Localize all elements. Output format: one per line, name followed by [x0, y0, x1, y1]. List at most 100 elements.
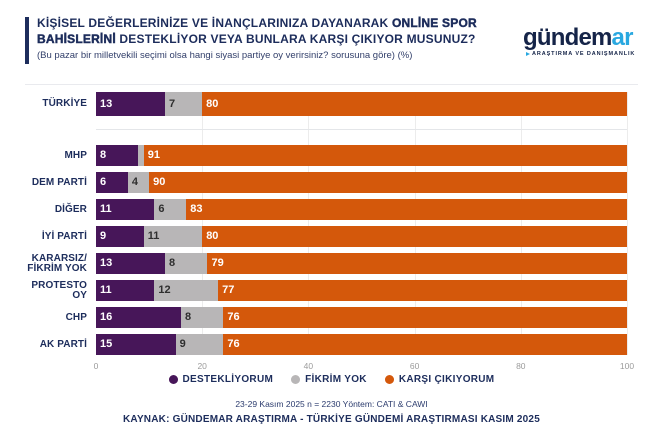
legend-dot-icon: [291, 375, 301, 384]
category-label: MHP: [64, 149, 87, 161]
gridline-60: [414, 92, 416, 355]
bar-track: 15 9 76: [96, 334, 627, 355]
legend-label: FİKRİM YOK: [305, 374, 367, 385]
bar-segment-kar-i-ikiyorum: 76: [223, 307, 627, 328]
value-label: 13: [100, 97, 113, 110]
value-label: 76: [227, 338, 240, 350]
value-label: 9: [100, 230, 107, 242]
legend-label: KARŞI ÇIKIYORUM: [398, 374, 495, 385]
value-label: 8: [100, 149, 107, 161]
bar-track: 16 8 76: [96, 307, 627, 328]
legend-label: DESTEKLİYORUM: [182, 374, 274, 385]
bar-segment-fi-kri-m-yok: 6: [154, 199, 187, 220]
bar-segment-fi-kri-m-yok: 9: [175, 334, 224, 355]
logo-text-main: gündem: [523, 24, 612, 51]
bar-track: 11 12 77: [96, 280, 627, 301]
bar-segment-kar-i-ikiyorum: 76: [223, 334, 627, 355]
chart-row: İYİ PARTİ 9 11 80: [25, 226, 627, 247]
bar-track: 13 8 79: [96, 253, 627, 274]
stacked-bar-chart: TÜRKİYE 13 7 80 MHP 8 91 DEM PARTİ 6 4 90 DİĞER 11 6 8…: [25, 92, 634, 374]
bar-track: 6 4 90: [96, 172, 627, 193]
bar-segment-fi-kri-m-yok: 8: [180, 307, 224, 328]
bar-segment-destekli-yorum: 9: [96, 226, 144, 247]
bar-segment-destekli-yorum: 11: [96, 199, 155, 220]
bar-segment-kar-i-ikiyorum: 77: [218, 280, 627, 301]
x-axis-tick-100: 100: [619, 361, 635, 371]
highlight-row-divider: [96, 129, 627, 130]
bar-segment-kar-i-ikiyorum: 80: [202, 226, 627, 247]
chart-row: DEM PARTİ 6 4 90: [25, 172, 627, 193]
logo-wordmark: gündemar: [523, 26, 641, 50]
bar-segment-kar-i-ikiyorum: 90: [149, 172, 627, 193]
value-label: 13: [100, 257, 113, 269]
title-text-normal-1: KİŞİSEL DEĞERLERİNİZE VE İNANÇLARINIZA D…: [37, 16, 389, 30]
legend-dot-icon: [384, 375, 394, 384]
value-label: 8: [169, 257, 176, 269]
value-label: 11: [100, 203, 112, 215]
value-label: 7: [169, 97, 176, 110]
gridline-40: [308, 92, 310, 355]
x-axis-tick-0: 0: [93, 361, 99, 371]
value-label: 91: [147, 149, 161, 161]
gridline-100: [627, 92, 628, 355]
value-label: 8: [184, 311, 192, 323]
bar-track: 13 7 80: [96, 92, 627, 116]
source-note: KAYNAK: GÜNDEMAR ARAŞTIRMA - TÜRKİYE GÜN…: [123, 414, 540, 425]
chart-legend: DESTEKLİYORUM FİKRİM YOK KARŞI ÇIKIYORUM: [0, 374, 663, 385]
value-label: 6: [100, 176, 107, 188]
category-label: İYİ PARTİ: [41, 230, 87, 242]
bar-segment-fi-kri-m-yok: 12: [154, 280, 219, 301]
bar-segment-destekli-yorum: 6: [96, 172, 128, 193]
x-axis-tick-60: 60: [409, 361, 420, 371]
chart-row: CHP 16 8 76: [25, 307, 627, 328]
gridlines: [96, 92, 628, 355]
bar-segment-destekli-yorum: 15: [96, 334, 176, 355]
value-label: 11: [100, 284, 112, 296]
methodology-note: 23-29 Kasım 2025 n = 2230 Yöntem: CATI &…: [235, 399, 428, 409]
category-label: DİĞER: [54, 203, 87, 215]
header: KİŞİSEL DEĞERLERİNİZE VE İNANÇLARINIZA D…: [37, 15, 519, 61]
bar-track: 8 91: [96, 145, 627, 166]
bar-segment-fi-kri-m-yok: 8: [165, 253, 208, 274]
bar-segment-kar-i-ikiyorum: 83: [186, 199, 627, 220]
chart-row: MHP 8 91: [25, 145, 627, 166]
chart-row: PROTESTO OY 11 12 77: [25, 280, 627, 301]
title-accent-bar: [25, 17, 29, 64]
bar-segment-fi-kri-m-yok: 7: [165, 92, 203, 116]
category-label: DEM PARTİ: [31, 176, 87, 188]
bar-track: 11 6 83: [96, 199, 627, 220]
x-axis-tick-40: 40: [303, 361, 314, 371]
value-label: 9: [179, 338, 186, 350]
chart-row: KARARSIZ/ FİKRİM YOK 13 8 79: [25, 253, 627, 274]
bar-segment-fi-kri-m-yok: 4: [127, 172, 150, 193]
chart-row: AK PARTİ 15 9 76: [25, 334, 627, 355]
bar-segment-destekli-yorum: 11: [96, 280, 155, 301]
title-text-bold: ONLİNE SPOR BAHİSLERİNİ: [37, 16, 477, 46]
chart-row: TÜRKİYE 13 7 80: [25, 92, 627, 116]
category-label: PROTESTO OY: [31, 279, 87, 301]
gridline-80: [520, 92, 522, 355]
chart-plot-area: TÜRKİYE 13 7 80 MHP 8 91 DEM PARTİ 6 4 90 DİĞER 11 6 8…: [25, 92, 628, 355]
bar-segment-destekli-yorum: 13: [96, 253, 166, 274]
legend-dot-icon: [168, 375, 178, 384]
value-label: 90: [153, 176, 166, 188]
bar-segment-destekli-yorum: 16: [96, 307, 181, 328]
bar-track: 9 11 80: [96, 226, 627, 247]
value-label: 15: [100, 338, 113, 350]
logo-tagline: ARAŞTIRMA VE DANIŞMANLIK: [526, 51, 641, 57]
value-label: 79: [211, 257, 224, 269]
page-subtitle: (Bu pazar bir milletvekili seçimi olsa h…: [37, 50, 413, 61]
value-label: 83: [190, 203, 203, 215]
title-text-normal-2: DESTEKLİYOR VEYA BUNLARA KARŞI ÇIKIYOR M…: [119, 32, 476, 46]
logo-text-accent: ar: [611, 24, 634, 51]
chart-row: DİĞER 11 6 83: [25, 199, 627, 220]
value-label: 80: [206, 97, 219, 110]
category-label: KARARSIZ/ FİKRİM YOK: [27, 252, 87, 274]
logo-flag-icon: [526, 52, 530, 56]
bar-segment-kar-i-ikiyorum: 80: [202, 92, 627, 116]
legend-item: FİKRİM YOK: [291, 374, 367, 385]
x-axis: 0 20 40 60 80 100: [93, 361, 634, 374]
value-label: 16: [100, 311, 113, 323]
x-axis-tick-20: 20: [197, 361, 207, 371]
legend-item: KARŞI ÇIKIYORUM: [384, 374, 495, 385]
